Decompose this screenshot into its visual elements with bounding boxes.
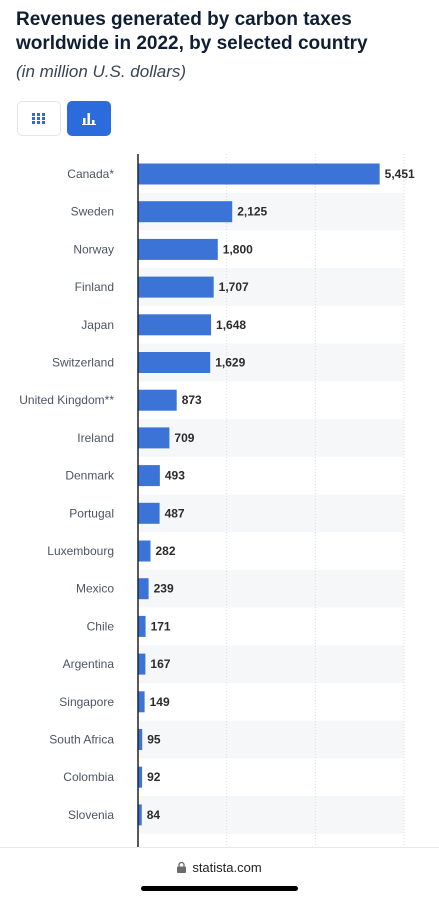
value-label: 493 (165, 469, 185, 483)
bar (138, 578, 149, 600)
value-label: 282 (156, 544, 176, 558)
category-label: Switzerland (52, 356, 114, 370)
chart-subtitle: (in million U.S. dollars) (16, 62, 187, 81)
bar (138, 314, 212, 336)
value-label: 873 (182, 393, 202, 407)
value-label: 709 (174, 431, 194, 445)
bar (138, 502, 160, 524)
bar (138, 465, 160, 487)
category-label: United Kingdom** (19, 393, 114, 407)
value-label: 2,125 (237, 205, 267, 219)
category-label: Finland (75, 280, 114, 294)
category-label: Singapore (59, 695, 114, 709)
category-label: Slovenia (68, 808, 114, 822)
chart-title: Revenues generated by carbon taxes world… (16, 9, 368, 54)
bar-chart: Canada* 5,451 Sweden 2,125 Norway 1,800 Finlan… (19, 154, 415, 847)
bar (138, 352, 211, 373)
row-stripe (138, 720, 404, 759)
source-link[interactable]: statista.com (0, 860, 439, 875)
source-text: statista.com (192, 860, 262, 875)
bar (138, 766, 143, 788)
category-label: Chile (87, 619, 115, 633)
value-label: 149 (150, 695, 170, 709)
category-label: Canada* (67, 167, 114, 181)
bar (138, 238, 218, 260)
category-label: Mexico (76, 582, 114, 596)
value-label: 239 (154, 582, 174, 596)
bar (138, 389, 177, 411)
category-label: Argentina (63, 657, 115, 671)
category-label: Norway (73, 242, 114, 256)
category-label: Sweden (71, 205, 114, 219)
value-label: 5,451 (385, 167, 415, 181)
value-label: 167 (150, 657, 170, 671)
bar (138, 427, 170, 449)
value-label: 84 (147, 808, 161, 822)
category-label: Luxembourg (47, 544, 114, 558)
value-label: 1,800 (223, 242, 253, 256)
category-label: Portugal (69, 506, 114, 520)
table-view-button[interactable] (17, 101, 61, 136)
category-label: Ireland (77, 431, 114, 445)
category-label: Colombia (63, 770, 114, 784)
category-label: Denmark (65, 469, 115, 483)
home-indicator (141, 886, 298, 891)
bar-chart-icon (82, 113, 96, 125)
value-label: 487 (165, 506, 185, 520)
bar (138, 201, 233, 223)
row-stripe (138, 494, 404, 533)
value-label: 1,707 (219, 280, 249, 294)
bar (138, 540, 151, 562)
row-stripe (138, 419, 404, 457)
value-label: 1,629 (215, 356, 245, 370)
bar (138, 729, 143, 750)
footer: statista.com (0, 847, 439, 901)
bar (138, 804, 142, 826)
grid-icon (32, 113, 45, 124)
value-label: 1,648 (216, 318, 246, 332)
value-label: 92 (147, 770, 161, 784)
lock-icon (177, 862, 187, 873)
row-stripe (138, 645, 404, 683)
row-stripe (138, 796, 404, 834)
category-label: South Africa (49, 733, 114, 747)
category-label: Japan (81, 318, 114, 332)
bar (138, 691, 145, 713)
bar (138, 276, 214, 298)
row-stripe (138, 569, 404, 608)
value-label: 171 (151, 619, 171, 633)
bar (138, 653, 146, 675)
bar (138, 163, 380, 185)
bar (138, 615, 146, 637)
value-label: 95 (147, 733, 161, 747)
chart-view-button[interactable] (67, 101, 111, 136)
